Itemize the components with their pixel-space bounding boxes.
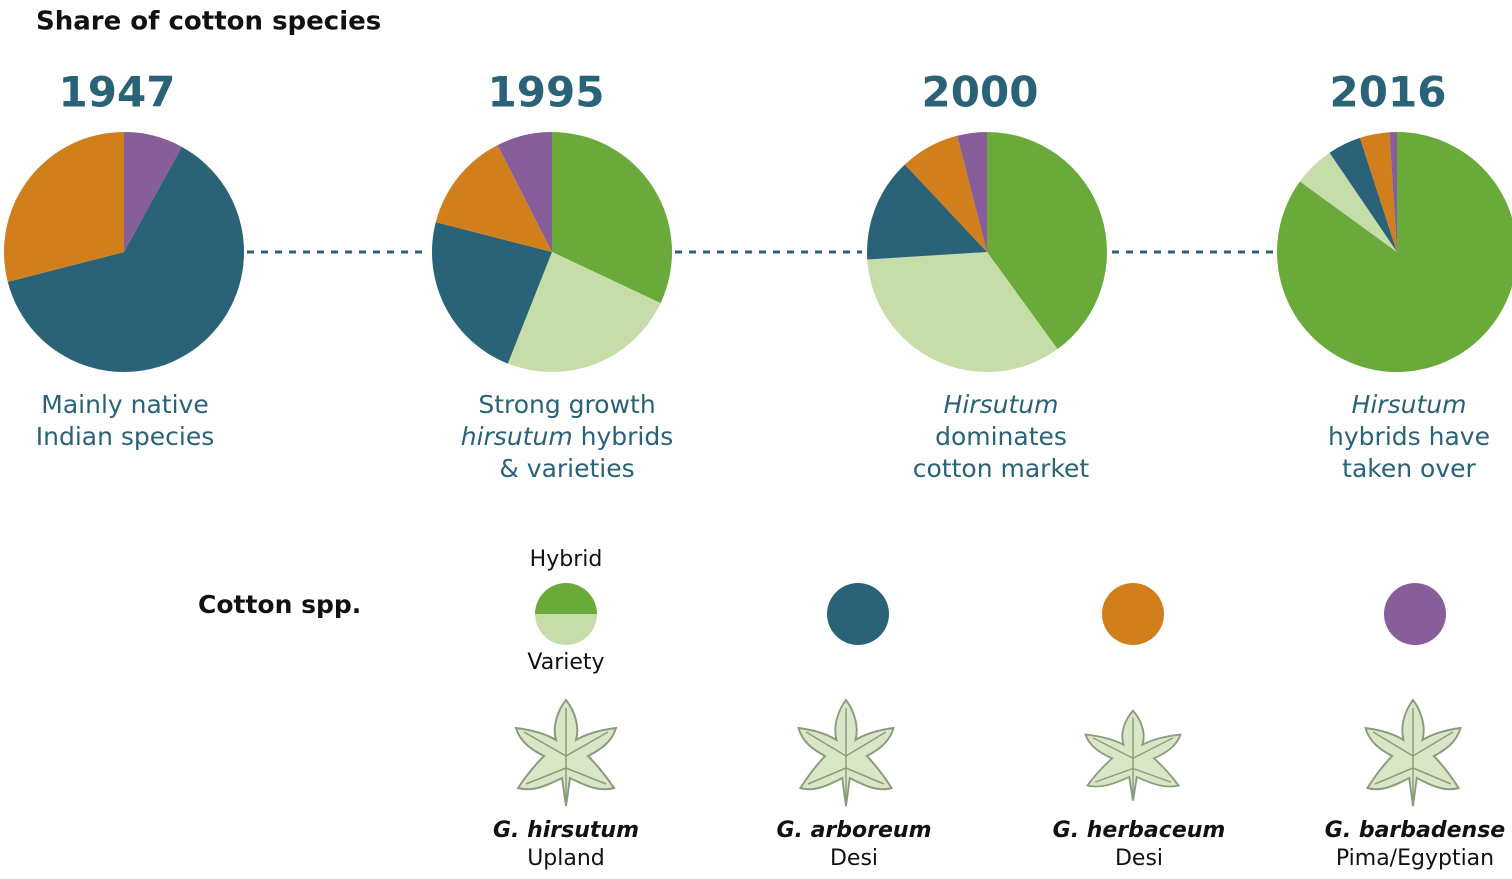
pie-caption: cotton market [913, 454, 1090, 483]
caption-segment: Mainly native [41, 390, 208, 419]
caption-segment: Hirsutum [1352, 390, 1467, 419]
legend-swatch [1102, 583, 1164, 645]
infographic: Share of cotton species Cotton spp. Hybr… [0, 0, 1512, 879]
legend-swatch-variety [535, 614, 597, 645]
legend-swatch [1384, 583, 1446, 645]
pie-caption: & varieties [499, 454, 634, 483]
caption-segment: cotton market [913, 454, 1090, 483]
leaf-icon [1086, 711, 1181, 801]
legend-species: G. herbaceum [1053, 818, 1226, 843]
pie-caption: Hirsutum [1352, 390, 1467, 419]
pie-title: 2016 [1330, 68, 1447, 117]
legend-species: G. arboreum [777, 818, 932, 843]
legend-common-name: Desi [1115, 846, 1163, 871]
leaf-icon [516, 700, 616, 806]
pie-caption: Indian species [36, 422, 215, 451]
caption-segment: hirsutum [461, 422, 573, 451]
pie-title: 1947 [59, 68, 176, 117]
pie-title: 1995 [488, 68, 605, 117]
legend-common-name: Pima/Egyptian [1336, 846, 1494, 871]
pie-title: 2000 [922, 68, 1039, 117]
caption-segment: dominates [935, 422, 1067, 451]
caption-segment: & varieties [499, 454, 634, 483]
caption-segment: taken over [1342, 454, 1476, 483]
caption-segment: Strong growth [478, 390, 655, 419]
legend-species: G. barbadense [1325, 818, 1506, 843]
leaf-icon [1366, 700, 1461, 806]
legend-swatch [827, 583, 889, 645]
pie-caption: Hirsutum [944, 390, 1059, 419]
legend-hybrid-label: Hybrid [530, 547, 603, 572]
page: { "title": "Share of cotton species", "c… [0, 0, 1512, 879]
pie-caption: Mainly native [41, 390, 208, 419]
legend-common-name: Upland [527, 846, 605, 871]
chart-title: Share of cotton species [36, 7, 381, 37]
caption-segment: Indian species [36, 422, 215, 451]
caption-segment: hybrids [573, 422, 674, 451]
legend-title: Cotton spp. [198, 590, 361, 619]
legend-swatch-hybrid [535, 583, 597, 614]
legend-variety-label: Variety [527, 650, 604, 675]
pie-caption: hybrids have [1328, 422, 1490, 451]
legend-common-name: Desi [830, 846, 878, 871]
pie-caption: Strong growth [478, 390, 655, 419]
caption-segment: hybrids have [1328, 422, 1490, 451]
pie-caption: hirsutum hybrids [461, 422, 674, 451]
pie-caption: taken over [1342, 454, 1476, 483]
legend-species: G. hirsutum [493, 818, 639, 843]
leaf-icon [799, 700, 894, 806]
pie-caption: dominates [935, 422, 1067, 451]
caption-segment: Hirsutum [944, 390, 1059, 419]
